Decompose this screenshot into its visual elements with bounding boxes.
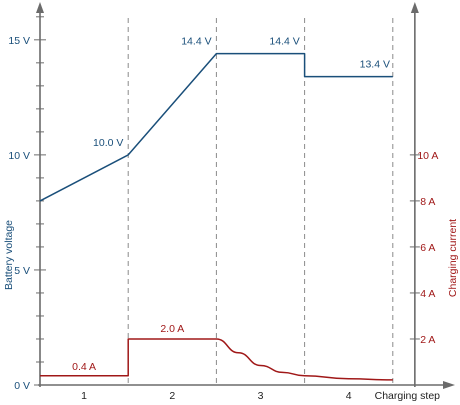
step-label: 4: [346, 390, 352, 402]
x-axis-title: Charging step: [375, 390, 441, 402]
step-label: 2: [169, 390, 175, 402]
series: [39, 52, 393, 381]
data-label: 0.4 A: [72, 361, 96, 373]
voltage-series-line: [39, 52, 393, 202]
left-y-axis-arrow-icon: [36, 2, 44, 13]
labels: 0 V 5 V 10 V 15 V 2 A 4 A 6 A 8 A 10 A 1 2 3 4 Chargi…: [3, 35, 459, 402]
right-tick-label: 4 A: [420, 288, 435, 300]
right-axis-title: Charging current: [447, 219, 459, 297]
right-tick-label: 10 A: [417, 150, 438, 162]
left-tick-label: 0 V: [14, 380, 30, 392]
data-label: 14.4 V: [269, 36, 299, 48]
step-label: 1: [81, 390, 87, 402]
axes: [36, 2, 455, 389]
step-label: 3: [258, 390, 264, 402]
left-axis-title: Battery voltage: [3, 220, 15, 290]
step-boundaries: [127, 18, 394, 385]
left-tick-label: 5 V: [14, 265, 30, 277]
data-label: 14.4 V: [181, 36, 211, 48]
right-tick-label: 6 A: [420, 242, 435, 254]
data-label: 13.4 V: [360, 59, 390, 71]
left-tick-label: 10 V: [8, 150, 30, 162]
left-tick-label: 15 V: [8, 35, 30, 47]
right-tick-label: 2 A: [420, 334, 435, 346]
ticks: [34, 16, 420, 386]
data-label: 10.0 V: [93, 137, 123, 149]
x-axis-arrow-icon: [443, 381, 455, 389]
current-series-line: [40, 338, 393, 381]
right-y-axis-arrow-icon: [410, 2, 419, 13]
data-label: 2.0 A: [160, 323, 184, 335]
right-tick-label: 8 A: [420, 196, 435, 208]
